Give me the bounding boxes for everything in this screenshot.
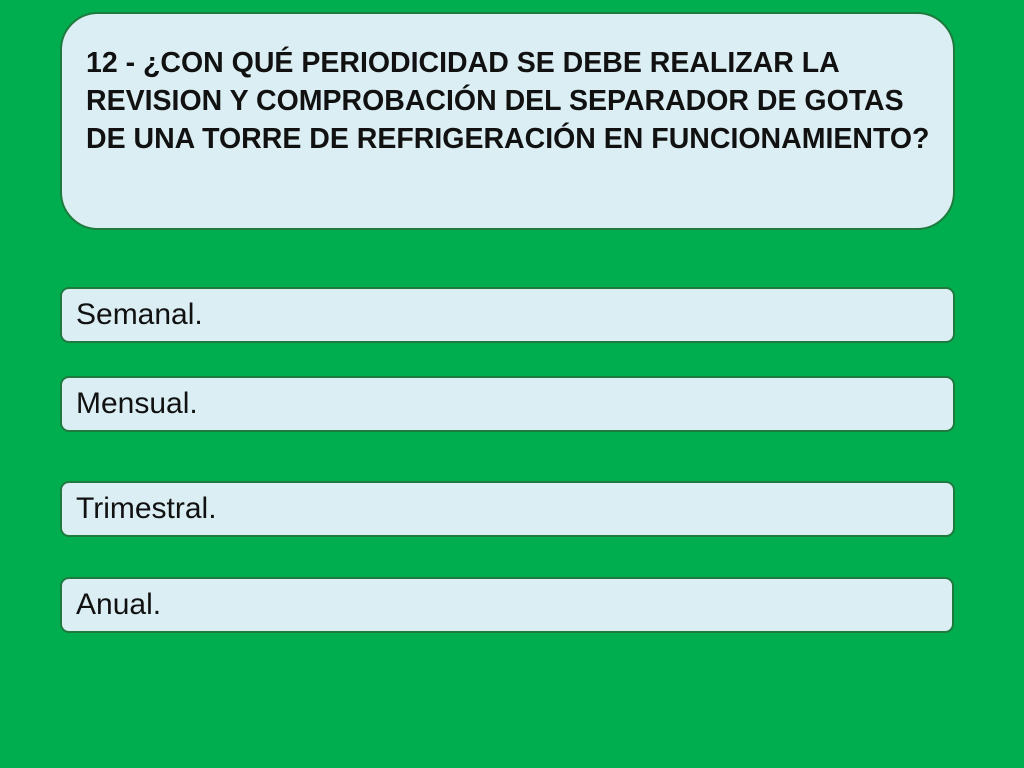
answer-option-label: Semanal.: [76, 298, 203, 331]
answer-option-label: Anual.: [76, 588, 162, 621]
answer-option-trimestral[interactable]: Trimestral.: [60, 481, 955, 537]
question-text: 12 - ¿CON QUÉ PERIODICIDAD SE DEBE REALI…: [86, 47, 930, 155]
answer-option-mensual[interactable]: Mensual.: [60, 376, 955, 432]
answer-option-semanal[interactable]: Semanal.: [60, 287, 955, 343]
question-box: 12 - ¿CON QUÉ PERIODICIDAD SE DEBE REALI…: [60, 12, 955, 230]
answer-option-label: Mensual.: [76, 387, 198, 420]
answer-option-anual[interactable]: Anual.: [60, 577, 954, 633]
answer-option-label: Trimestral.: [76, 492, 217, 525]
